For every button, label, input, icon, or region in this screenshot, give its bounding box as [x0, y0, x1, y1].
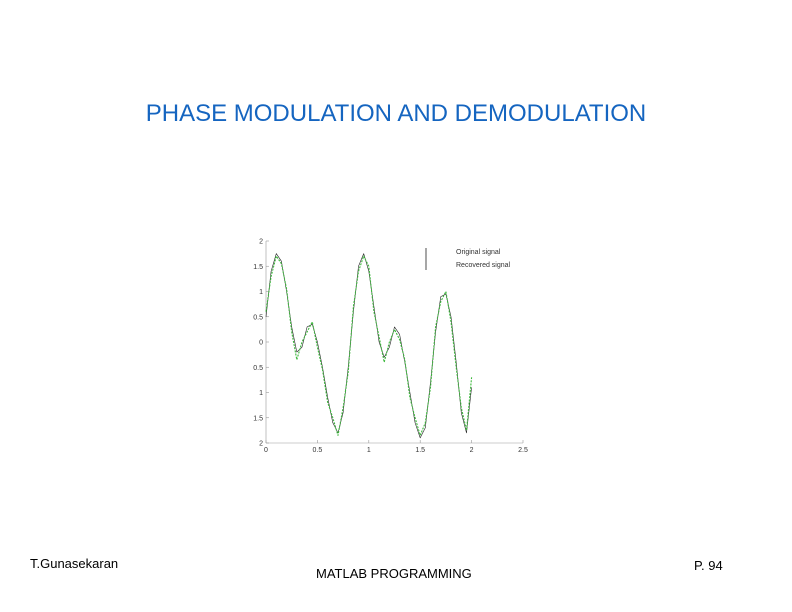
series-line-recovered: [265, 255, 473, 436]
legend: Original signal Recovered signal: [425, 243, 518, 273]
x-tick-label: 2: [470, 447, 474, 454]
course-label: MATLAB PROGRAMMING: [316, 566, 472, 581]
y-tick-label: 0.5: [253, 365, 263, 372]
legend-label-recovered: Recovered signal: [456, 262, 511, 269]
y-tick-label: 1: [259, 390, 263, 397]
y-tick-label: 1.5: [253, 264, 263, 271]
y-tick-label: 2: [259, 441, 263, 448]
x-tick-label: 2.5: [518, 447, 528, 454]
page-number: P. 94: [694, 558, 723, 573]
series-line-original: [265, 253, 472, 439]
y-ticks: 2 1.5 1 0.5 0 0.5 1 1.5 2: [253, 239, 269, 448]
legend-box: [426, 243, 518, 273]
author-label: T.Gunasekaran: [30, 556, 119, 571]
x-tick-label: 1: [367, 447, 371, 454]
y-tick-label: 0.5: [253, 314, 263, 321]
series-layer: [265, 253, 473, 439]
y-tick-label: 1: [259, 289, 263, 296]
x-tick-label: 1.5: [415, 447, 425, 454]
slide-title: PHASE MODULATION AND DEMODULATION: [145, 100, 647, 127]
x-tick-label: 0.5: [313, 447, 323, 454]
signal-chart: 2 1.5 1 0.5 0 0.5 1 1.5 2 0 0.5 1 1.5 2 2.5 Original …: [253, 239, 528, 455]
y-tick-label: 0: [259, 340, 263, 347]
y-tick-label: 2: [259, 239, 263, 246]
x-ticks: 0 0.5 1 1.5 2 2.5: [264, 440, 528, 454]
y-tick-label: 1.5: [253, 415, 263, 422]
legend-label-original: Original signal: [456, 249, 501, 256]
x-tick-label: 0: [264, 447, 268, 454]
